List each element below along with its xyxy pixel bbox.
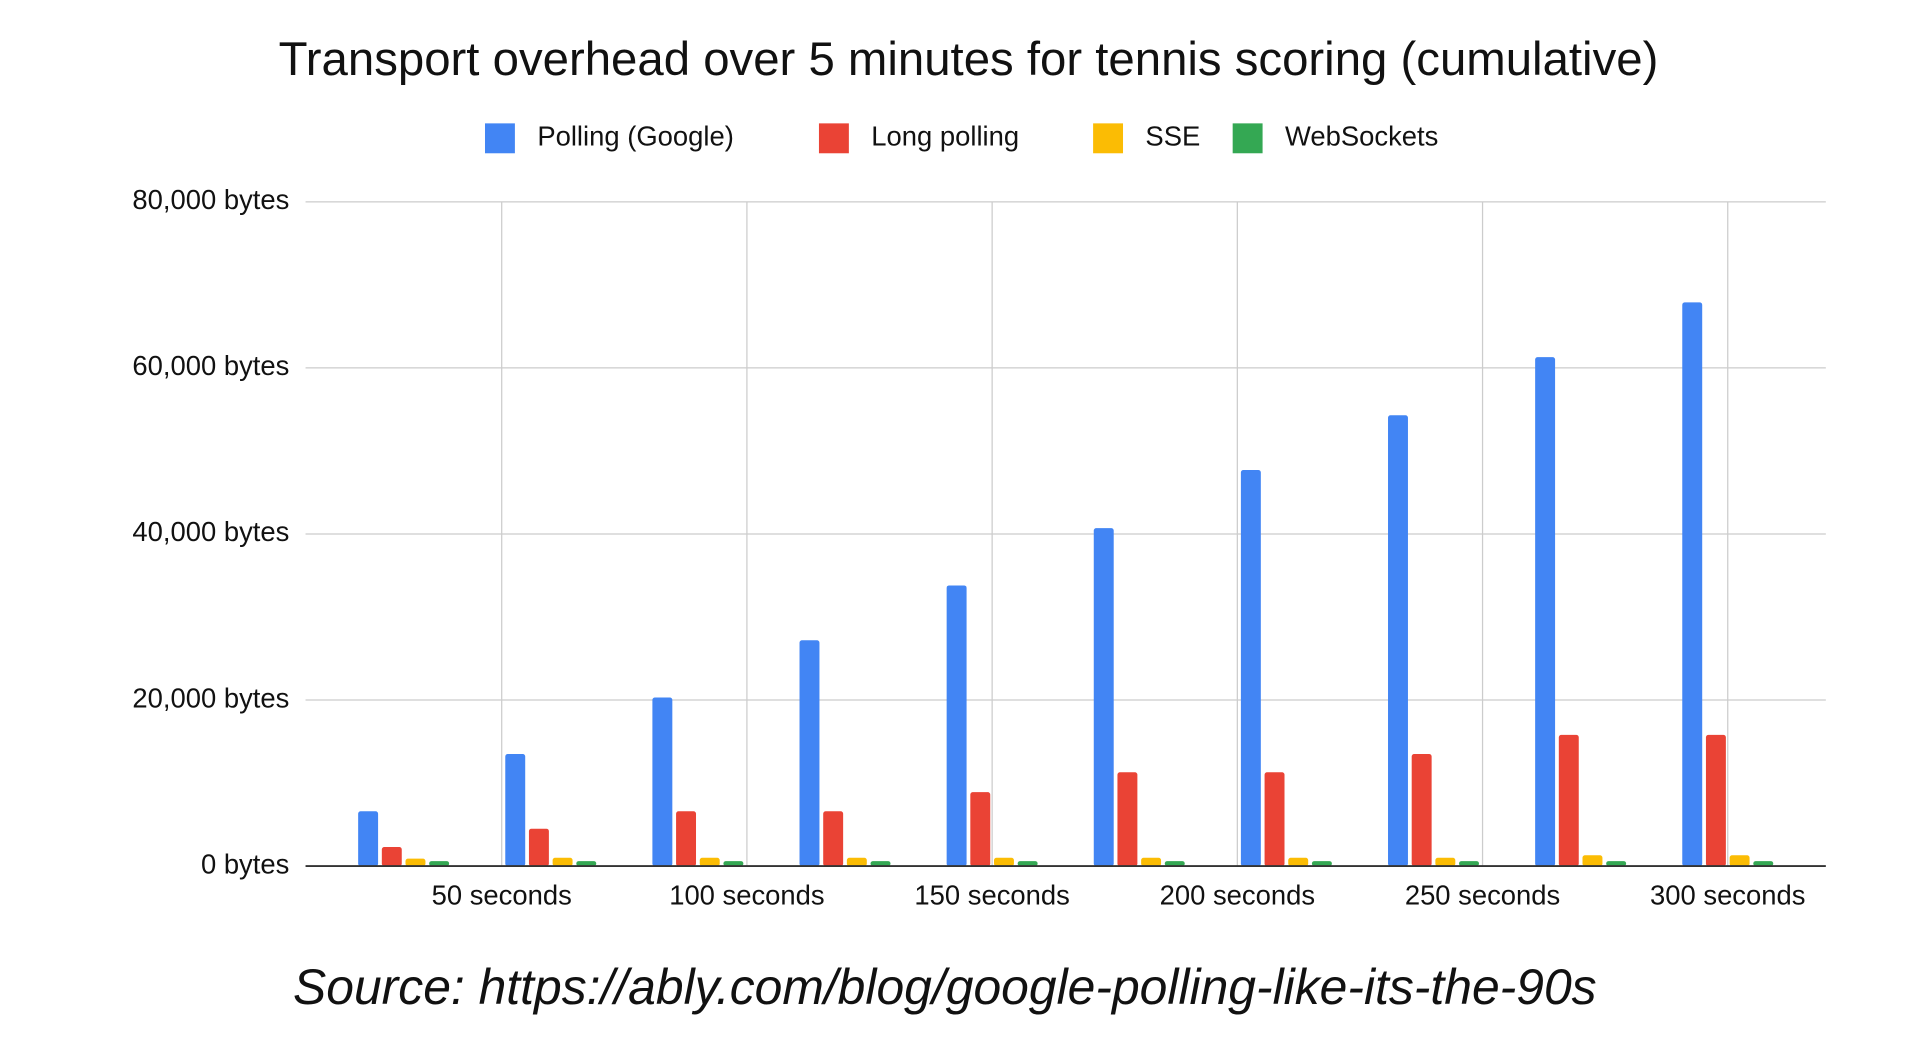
bar bbox=[1729, 855, 1750, 867]
y-tick-label: 60,000 bytes bbox=[132, 350, 289, 381]
legend-label: Long polling bbox=[871, 121, 1019, 152]
source-note: Source: https://ably.com/blog/google-pol… bbox=[293, 959, 1597, 1015]
legend-label: Polling (Google) bbox=[537, 121, 734, 152]
y-tick-label: 80,000 bytes bbox=[132, 184, 289, 215]
bar bbox=[870, 861, 891, 867]
x-tick-label: 250 seconds bbox=[1405, 879, 1560, 910]
bar bbox=[1117, 772, 1138, 867]
bar bbox=[699, 857, 720, 867]
bar bbox=[1164, 861, 1185, 867]
legend-swatch bbox=[1232, 123, 1263, 154]
bar bbox=[1017, 861, 1038, 867]
bar bbox=[505, 753, 526, 867]
bar bbox=[1264, 772, 1285, 867]
bar bbox=[799, 640, 820, 867]
legend-swatch bbox=[1093, 123, 1124, 154]
bar bbox=[552, 857, 573, 867]
bar bbox=[1535, 357, 1556, 867]
x-tick-label: 150 seconds bbox=[914, 879, 1069, 910]
bar bbox=[1558, 734, 1579, 867]
bar bbox=[1311, 861, 1332, 867]
bar bbox=[1435, 857, 1456, 867]
bar bbox=[358, 811, 379, 867]
bar bbox=[405, 858, 426, 867]
bar bbox=[1388, 415, 1408, 867]
y-tick-label: 20,000 bytes bbox=[132, 682, 289, 713]
legend-label: SSE bbox=[1145, 121, 1200, 152]
bar bbox=[823, 811, 844, 867]
y-tick-label: 40,000 bytes bbox=[132, 516, 289, 547]
bar bbox=[652, 697, 673, 867]
bar bbox=[676, 811, 697, 867]
y-tick-label: 0 bytes bbox=[201, 848, 289, 879]
bar bbox=[1606, 861, 1627, 867]
bar bbox=[429, 861, 450, 867]
legend-label: WebSockets bbox=[1285, 121, 1438, 152]
legend-swatch bbox=[484, 123, 515, 154]
bar bbox=[1288, 857, 1309, 867]
x-tick-label: 200 seconds bbox=[1160, 879, 1315, 910]
bar bbox=[1459, 861, 1479, 867]
bar bbox=[1093, 528, 1114, 867]
bar bbox=[946, 585, 967, 867]
bar bbox=[1411, 753, 1432, 867]
bar bbox=[1582, 855, 1603, 867]
bar bbox=[1682, 302, 1703, 867]
bar bbox=[1705, 734, 1726, 867]
bar bbox=[970, 792, 991, 867]
bar bbox=[576, 861, 597, 867]
chart-title: Transport overhead over 5 minutes for te… bbox=[279, 33, 1659, 86]
bar bbox=[1141, 857, 1162, 867]
bar bbox=[1753, 861, 1774, 867]
x-tick-label: 50 seconds bbox=[432, 879, 572, 910]
bar bbox=[1240, 470, 1261, 867]
bar bbox=[723, 861, 744, 867]
bar bbox=[528, 828, 549, 867]
bar bbox=[381, 846, 402, 867]
x-tick-label: 100 seconds bbox=[669, 879, 824, 910]
bar bbox=[846, 857, 867, 867]
x-tick-label: 300 seconds bbox=[1650, 879, 1805, 910]
bar bbox=[993, 857, 1014, 867]
legend-swatch bbox=[818, 123, 849, 154]
